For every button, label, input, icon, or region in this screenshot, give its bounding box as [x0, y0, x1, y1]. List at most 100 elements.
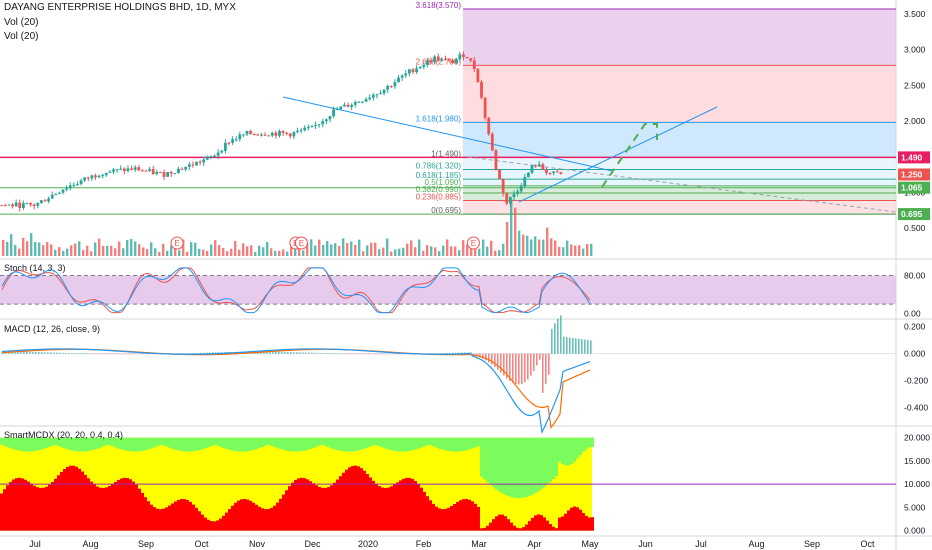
smartmcdx-red-bar [78, 468, 81, 531]
macd-histogram-bar [95, 353, 97, 355]
candle-body [94, 175, 97, 178]
volume-bar [390, 251, 393, 256]
smartmcdx-red-bar [474, 503, 477, 531]
macd-histogram-bar [203, 352, 205, 354]
candle-body [465, 57, 469, 59]
macd-histogram-bar [386, 353, 388, 355]
volume-bar [586, 244, 589, 256]
volume-bar [362, 251, 365, 256]
smartmcdx-green-bar [591, 437, 594, 447]
smartmcdx-red-bar [285, 490, 288, 531]
candle-body [256, 134, 260, 136]
volume-bar [54, 249, 57, 256]
smartmcdx-axis-tick: 20.000 [904, 433, 930, 443]
volume-bar [194, 242, 197, 256]
volume-bar [22, 237, 25, 256]
macd-histogram-bar [149, 353, 151, 355]
candle-body [303, 127, 307, 131]
candle-body [343, 104, 346, 107]
volume-bar [126, 239, 129, 256]
smartmcdx-red-bar [408, 477, 411, 531]
smartmcdx-green-bar [447, 437, 450, 452]
smartmcdx-red-bar [180, 499, 183, 531]
smartmcdx-red-bar [384, 487, 387, 531]
smartmcdx-green-bar [318, 437, 321, 446]
smartmcdx-green-bar [237, 437, 240, 452]
volume-bar [226, 251, 229, 256]
volume-bar [282, 249, 285, 256]
earnings-label: E [174, 239, 179, 248]
macd-histogram-bar [59, 352, 61, 354]
smartmcdx-red-bar [174, 501, 177, 531]
volume-bar [258, 245, 261, 256]
macd-histogram-bar [281, 351, 283, 354]
smartmcdx-red-bar [531, 517, 534, 531]
macd-histogram-bar [515, 353, 517, 385]
smartmcdx-axis-tick: 15.000 [904, 456, 930, 466]
macd-histogram-bar [572, 337, 574, 354]
volume-bar [118, 241, 121, 256]
smartmcdx-red-bar [225, 512, 228, 531]
candle-body [508, 197, 512, 204]
macd-histogram-bar [116, 353, 118, 355]
stoch-k-line [1, 267, 591, 314]
smartmcdx-green-bar [267, 437, 270, 445]
smartmcdx-red-bar [249, 500, 252, 531]
macd-histogram-bar [80, 353, 82, 354]
smartmcdx-green-bar [270, 437, 273, 446]
smartmcdx-green-bar [30, 437, 33, 452]
smartmcdx-red-bar [357, 466, 360, 531]
smartmcdx-green-bar [375, 437, 378, 446]
smartmcdx-red-bar [342, 472, 345, 531]
smartmcdx-green-bar [147, 437, 150, 450]
volume-bar [510, 199, 513, 256]
macd-histogram-bar [296, 352, 298, 354]
smartmcdx-red-bar [144, 497, 147, 531]
symbol-title: DAYANG ENTERPRISE HOLDINGS BHD, 1D, MYX [4, 2, 236, 13]
macd-axis-tick: -0.200 [904, 376, 928, 386]
smartmcdx-red-bar [42, 487, 45, 531]
smartmcdx-green-bar [423, 437, 426, 447]
candle-body [332, 109, 335, 117]
smartmcdx-green-bar [78, 437, 81, 452]
volume-bar [170, 245, 173, 256]
macd-histogram-bar [140, 353, 142, 355]
volume-bar [354, 244, 357, 256]
smartmcdx-green-bar [495, 437, 498, 490]
smartmcdx-red-bar [537, 514, 540, 531]
smartmcdx-green-bar [138, 437, 141, 452]
smartmcdx-green-bar [210, 437, 213, 447]
smartmcdx-green-bar [9, 437, 12, 449]
macd-histogram-bar [509, 353, 511, 381]
smartmcdx-green-bar [342, 437, 345, 452]
macd-axis-tick: -0.400 [904, 403, 928, 413]
candle-body [184, 166, 188, 170]
smartmcdx-red-bar [195, 507, 198, 531]
smartmcdx-red-bar [486, 525, 489, 531]
candle-body [220, 150, 224, 153]
volume-bar [154, 248, 157, 256]
smartmcdx-red-bar [375, 483, 378, 531]
time-axis-label: Oct [860, 539, 875, 549]
smartmcdx-red-bar [513, 525, 516, 531]
volume-bar [250, 245, 253, 256]
macd-histogram-bar [209, 352, 211, 354]
time-axis-label: 2020 [358, 539, 378, 549]
macd-histogram-bar [293, 352, 295, 354]
smartmcdx-green-bar [195, 437, 198, 451]
macd-histogram-bar [341, 353, 343, 355]
candle-body [526, 172, 530, 178]
smartmcdx-green-bar [57, 437, 60, 447]
macd-histogram-bar [38, 352, 40, 354]
macd-histogram-bar [521, 353, 523, 384]
volume-bar [330, 244, 333, 256]
smartmcdx-green-bar [72, 437, 75, 451]
candle-body [3, 205, 7, 207]
macd-histogram-bar [200, 352, 202, 354]
candle-body [227, 142, 231, 144]
smartmcdx-green-bar [36, 437, 39, 451]
smartmcdx-green-bar [252, 437, 255, 451]
smartmcdx-red-bar [99, 487, 102, 531]
smartmcdx-green-bar [279, 437, 282, 450]
